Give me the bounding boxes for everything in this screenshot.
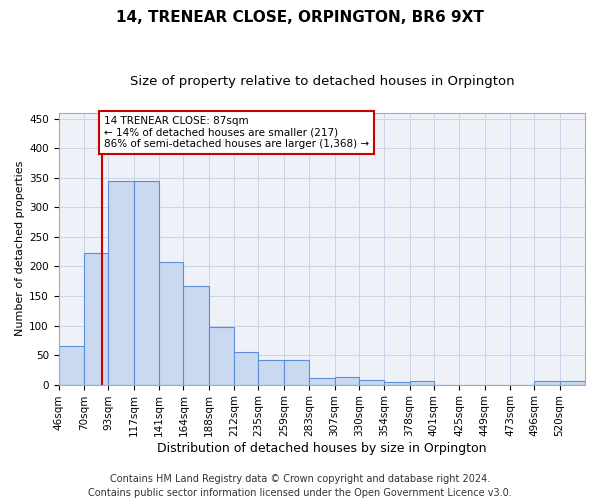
- Y-axis label: Number of detached properties: Number of detached properties: [15, 161, 25, 336]
- Bar: [359, 380, 384, 384]
- Bar: [560, 381, 585, 384]
- Bar: [384, 382, 410, 384]
- Title: Size of property relative to detached houses in Orpington: Size of property relative to detached ho…: [130, 75, 514, 88]
- Bar: [184, 286, 209, 384]
- Bar: [234, 352, 259, 384]
- Bar: [59, 346, 84, 385]
- Bar: [84, 254, 109, 384]
- Bar: [284, 360, 309, 384]
- Bar: [259, 360, 284, 384]
- Bar: [109, 180, 134, 384]
- X-axis label: Distribution of detached houses by size in Orpington: Distribution of detached houses by size …: [157, 442, 487, 455]
- Bar: [134, 180, 159, 384]
- Text: 14, TRENEAR CLOSE, ORPINGTON, BR6 9XT: 14, TRENEAR CLOSE, ORPINGTON, BR6 9XT: [116, 10, 484, 25]
- Text: 14 TRENEAR CLOSE: 87sqm
← 14% of detached houses are smaller (217)
86% of semi-d: 14 TRENEAR CLOSE: 87sqm ← 14% of detache…: [104, 116, 369, 149]
- Bar: [209, 328, 234, 384]
- Bar: [159, 262, 184, 384]
- Bar: [335, 377, 359, 384]
- Bar: [410, 381, 434, 384]
- Text: Contains HM Land Registry data © Crown copyright and database right 2024.
Contai: Contains HM Land Registry data © Crown c…: [88, 474, 512, 498]
- Bar: [534, 381, 560, 384]
- Bar: [309, 378, 335, 384]
